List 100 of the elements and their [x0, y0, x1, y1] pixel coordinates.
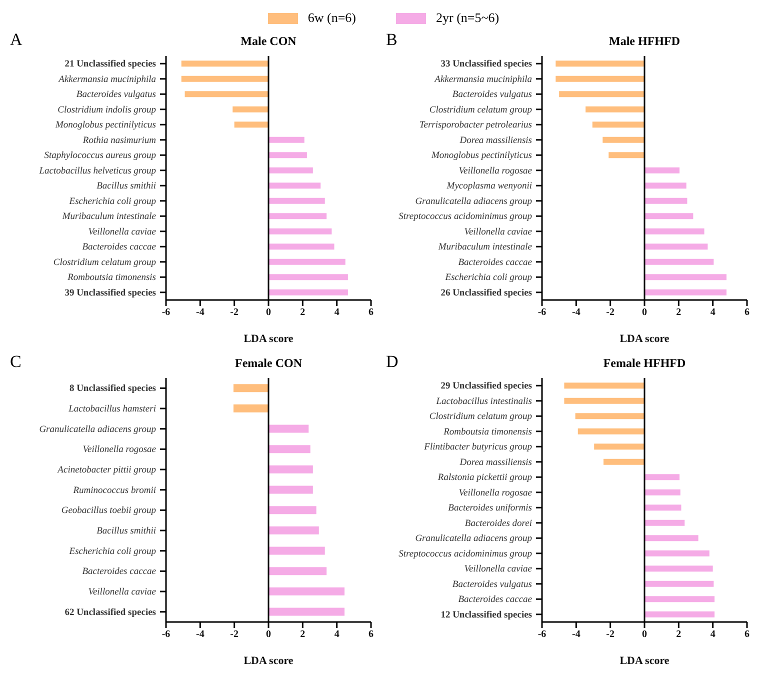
y-tick-label: Rothia nasimurium — [82, 136, 156, 146]
y-tick-label: Veillonella caviae — [464, 227, 532, 238]
x-tick-label: 0 — [266, 307, 271, 318]
y-tick-label: Akkermansia muciniphila — [434, 74, 532, 85]
x-tick-label: -6 — [538, 307, 546, 318]
x-tick-label: 0 — [642, 629, 647, 640]
y-tick-label: Veillonella caviae — [88, 588, 156, 598]
x-tick-label: 4 — [710, 629, 716, 640]
y-tick-label: Bacteroides caccae — [458, 258, 532, 268]
chart-title: Male CON — [240, 34, 298, 49]
y-tick-label: Streptococcus acidominimus group — [398, 212, 532, 222]
y-tick-label: Romboutsia timonensis — [66, 273, 156, 284]
y-tick-label: Escherichia coli group — [444, 273, 532, 284]
x-tick-label: -2 — [606, 629, 615, 640]
y-tick-label: Clostridium indolis group — [58, 105, 156, 116]
y-tick-label: Granulicatella adiacens group — [39, 424, 156, 435]
y-tick-label: Clostridium celatum group — [429, 412, 532, 422]
y-tick-label: Veillonella rogosae — [458, 166, 532, 176]
y-tick-label: Veillonella rogosae — [458, 488, 532, 498]
y-tick-label: 8 Unclassified species — [69, 384, 156, 394]
text: D — [386, 352, 398, 372]
y-tick-label: Granulicatella adiacens group — [415, 534, 532, 544]
x-axis-title: LDA score — [620, 333, 670, 345]
x-tick-label: 4 — [334, 307, 340, 318]
x-tick-label: 6 — [744, 307, 750, 318]
y-tick-label: 29 Unclassified species — [440, 382, 532, 392]
x-tick-label: -4 — [572, 629, 580, 640]
y-tick-label: Monoglobus pectinilyticus — [430, 151, 532, 162]
y-tick-label: Lactobacillus intestinalis — [435, 396, 532, 407]
text: B — [386, 30, 398, 50]
y-tick-label: Ralstonia pickettii group — [436, 473, 532, 484]
y-tick-label: Escherichia coli group — [68, 196, 156, 207]
x-tick-label: 2 — [676, 629, 682, 640]
legend-label: 2yr (n=5~6) — [436, 10, 500, 26]
x-tick-label: -2 — [606, 307, 615, 318]
y-tick-label: Bacteroides caccae — [458, 595, 532, 606]
x-tick-label: 2 — [300, 629, 306, 640]
x-tick-label: -2 — [230, 307, 239, 318]
chart-title: Female CON — [234, 356, 303, 371]
x-tick-label: 6 — [744, 629, 750, 640]
y-tick-label: Clostridium celatum group — [53, 258, 156, 268]
y-tick-label: Lactobacillus helveticus group — [38, 166, 156, 176]
x-axis-title: LDA score — [244, 655, 294, 667]
y-tick-label: Flintibacter butyricus group — [423, 442, 532, 453]
x-tick-label: -4 — [572, 307, 580, 318]
y-tick-label: Bacteroides vulgatus — [452, 90, 532, 100]
y-tick-label: Bacillus smithii — [96, 526, 156, 536]
y-tick-label: Akkermansia muciniphila — [58, 74, 156, 85]
x-tick-label: 4 — [334, 629, 340, 640]
chart-title: Female HFHFD — [602, 356, 687, 371]
x-tick-label: 6 — [368, 307, 374, 318]
chart-title: Male HFHFD — [608, 34, 681, 49]
y-tick-label: 21 Unclassified species — [64, 60, 156, 70]
y-tick-label: Veillonella caviae — [88, 227, 156, 238]
x-tick-label: 0 — [266, 629, 271, 640]
y-tick-label: Geobacillus toebii group — [61, 506, 156, 516]
y-tick-label: Granulicatella adiacens group — [415, 196, 532, 207]
x-tick-label: 2 — [676, 307, 682, 318]
x-tick-label: 4 — [710, 307, 716, 318]
y-tick-label: Bacteroides dorei — [464, 518, 532, 529]
y-tick-label: Bacteroides vulgatus — [452, 580, 532, 590]
x-axis-title: LDA score — [620, 655, 670, 667]
y-tick-label: Acinetobacter pittii group — [56, 466, 156, 476]
y-tick-label: Clostridium celatum group — [429, 105, 532, 116]
y-tick-label: Muribaculum intestinale — [437, 242, 532, 253]
y-tick-label: 39 Unclassified species — [64, 288, 156, 298]
y-tick-label: Monoglobus pectinilyticus — [54, 120, 156, 131]
y-tick-label: Streptococcus acidominimus group — [398, 549, 532, 560]
y-tick-label: 62 Unclassified species — [64, 608, 156, 618]
y-tick-label: Lactobacillus hamsteri — [68, 404, 156, 414]
y-tick-label: Veillonella caviae — [464, 564, 532, 575]
text: C — [10, 352, 22, 372]
x-tick-label: -6 — [162, 629, 170, 640]
y-tick-label: 12 Unclassified species — [440, 610, 532, 620]
y-tick-label: Bacteroides caccae — [82, 567, 156, 578]
y-tick-label: Dorea massiliensis — [458, 136, 532, 146]
legend-label: 6w (n=6) — [308, 10, 356, 26]
x-tick-label: -6 — [162, 307, 170, 318]
x-tick-label: 6 — [368, 629, 374, 640]
y-tick-label: Terrisporobacter petrolearius — [419, 120, 532, 131]
y-tick-label: Bacillus smithii — [96, 182, 156, 192]
y-tick-label: Dorea massiliensis — [458, 458, 532, 468]
y-tick-label: Mycoplasma wenyonii — [446, 182, 532, 192]
x-tick-label: -4 — [196, 629, 204, 640]
x-tick-label: 0 — [642, 307, 647, 318]
x-tick-label: -2 — [230, 629, 239, 640]
x-tick-label: 2 — [300, 307, 306, 318]
y-tick-label: Veillonella rogosae — [82, 445, 156, 456]
x-axis-title: LDA score — [244, 333, 294, 345]
y-tick-label: Muribaculum intestinale — [61, 212, 156, 222]
y-tick-label: Bacteroides vulgatus — [76, 90, 156, 100]
y-tick-label: 33 Unclassified species — [440, 60, 532, 70]
y-tick-label: Staphylococcus aureus group — [44, 151, 156, 162]
y-tick-label: Romboutsia timonensis — [442, 427, 532, 438]
y-tick-label: Ruminococcus bromii — [72, 486, 156, 496]
text: A — [10, 30, 22, 50]
x-tick-label: -4 — [196, 307, 204, 318]
x-tick-label: -6 — [538, 629, 546, 640]
y-tick-label: Escherichia coli group — [68, 546, 156, 557]
y-tick-label: Bacteroides caccae — [82, 242, 156, 253]
